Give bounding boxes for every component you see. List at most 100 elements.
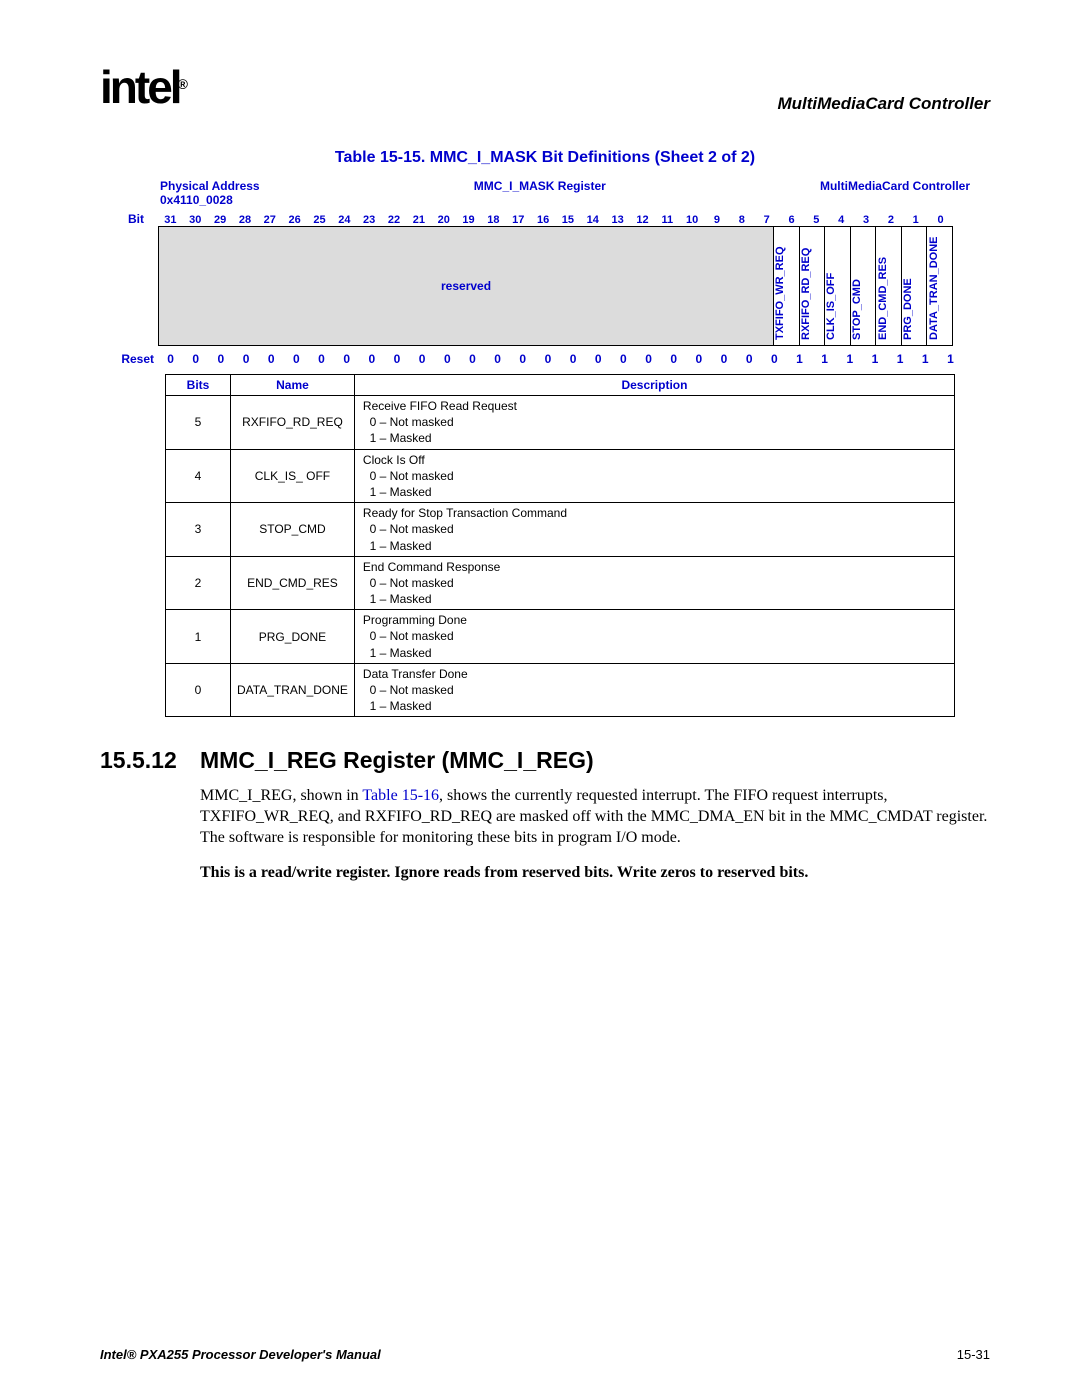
reset-value: 0 (737, 352, 762, 366)
reset-value: 1 (787, 352, 812, 366)
section-title: MMC_I_REG Register (MMC_I_REG) (200, 747, 594, 774)
bit-number: 31 (158, 214, 183, 226)
reserved-label: reserved (441, 279, 491, 293)
bit-number: 2 (878, 214, 903, 226)
reset-value: 1 (938, 352, 963, 366)
named-bit-6: TXFIFO_WR_REQ (774, 226, 800, 346)
addr-label: Physical Address (160, 179, 260, 193)
reset-value: 0 (485, 352, 510, 366)
reset-value: 0 (359, 352, 384, 366)
section-number: 15.5.12 (100, 747, 200, 774)
bit-number: 9 (705, 214, 730, 226)
cell-bit: 5 (166, 396, 231, 450)
table-row: 3STOP_CMDReady for Stop Transaction Comm… (166, 503, 955, 557)
cell-desc: Data Transfer Done 0 – Not masked 1 – Ma… (354, 663, 954, 717)
logo-text: intel (100, 61, 180, 113)
reset-value: 1 (888, 352, 913, 366)
bit-number: 26 (282, 214, 307, 226)
bit-number: 13 (605, 214, 630, 226)
section-heading: 15.5.12 MMC_I_REG Register (MMC_I_REG) (100, 747, 990, 774)
page-header: intel® MultiMediaCard Controller (100, 60, 990, 114)
reset-value: 0 (611, 352, 636, 366)
cell-name: END_CMD_RES (231, 556, 355, 610)
paragraph-2: This is a read/write register. Ignore re… (200, 863, 990, 884)
cell-name: PRG_DONE (231, 610, 355, 664)
table-row: 1PRG_DONEProgramming Done 0 – Not masked… (166, 610, 955, 664)
bit-number: 25 (307, 214, 332, 226)
intel-logo: intel® (100, 60, 187, 114)
bit-number: 30 (183, 214, 208, 226)
cell-bit: 0 (166, 663, 231, 717)
table-row: 5RXFIFO_RD_REQReceive FIFO Read Request … (166, 396, 955, 450)
cell-bit: 4 (166, 449, 231, 503)
table-link[interactable]: Table 15-16 (362, 787, 439, 804)
reset-cells: 00000000000000000000000001111111 (158, 352, 963, 366)
cell-desc: Programming Done 0 – Not masked 1 – Mask… (354, 610, 954, 664)
paragraph-1: MMC_I_REG, shown in Table 15-16, shows t… (200, 786, 990, 848)
cell-desc: Receive FIFO Read Request 0 – Not masked… (354, 396, 954, 450)
reset-value: 0 (309, 352, 334, 366)
bit-number: 12 (630, 214, 655, 226)
bit-number: 1 (903, 214, 928, 226)
cell-name: DATA_TRAN_DONE (231, 663, 355, 717)
reset-value: 0 (435, 352, 460, 366)
reset-value: 0 (183, 352, 208, 366)
reset-value: 0 (711, 352, 736, 366)
cell-name: RXFIFO_RD_REQ (231, 396, 355, 450)
reset-label: Reset (118, 352, 158, 366)
bit-number: 14 (580, 214, 605, 226)
reset-value: 0 (158, 352, 183, 366)
reset-value: 0 (233, 352, 258, 366)
reset-value: 0 (535, 352, 560, 366)
bit-number: 11 (655, 214, 680, 226)
bit-number: 20 (431, 214, 456, 226)
reset-value: 0 (460, 352, 485, 366)
bit-number: 18 (481, 214, 506, 226)
reset-value: 0 (762, 352, 787, 366)
bit-number: 10 (680, 214, 705, 226)
table-row: 2END_CMD_RESEnd Command Response 0 – Not… (166, 556, 955, 610)
page-footer: Intel® PXA255 Processor Developer's Manu… (100, 1347, 990, 1362)
reserved-block: reserved (158, 226, 774, 346)
reset-value: 0 (384, 352, 409, 366)
bit-number: 6 (779, 214, 804, 226)
cell-desc: End Command Response 0 – Not masked 1 – … (354, 556, 954, 610)
bit-number: 24 (332, 214, 357, 226)
cell-bit: 2 (166, 556, 231, 610)
header-section-title: MultiMediaCard Controller (777, 94, 990, 114)
reset-value: 0 (686, 352, 711, 366)
bit-number: 4 (829, 214, 854, 226)
reset-value: 1 (837, 352, 862, 366)
cell-desc: Clock Is Off 0 – Not masked 1 – Masked (354, 449, 954, 503)
col-name: Name (231, 375, 355, 396)
bit-layout-row: reserved TXFIFO_WR_REQ RXFIFO_RD_REQ CLK… (128, 226, 953, 346)
description-table: Bits Name Description 5RXFIFO_RD_REQRece… (165, 374, 955, 717)
cell-bit: 3 (166, 503, 231, 557)
cell-desc: Ready for Stop Transaction Command 0 – N… (354, 503, 954, 557)
bit-label: Bit (128, 212, 158, 226)
addr-value: 0x4110_0028 (160, 193, 233, 207)
registered-mark: ® (178, 76, 185, 92)
physical-address: Physical Address 0x4110_0028 (160, 179, 260, 207)
cell-name: STOP_CMD (231, 503, 355, 557)
table-caption: Table 15-15. MMC_I_MASK Bit Definitions … (100, 149, 990, 167)
named-bit-3: STOP_CMD (851, 226, 877, 346)
named-bit-1: PRG_DONE (902, 226, 928, 346)
bit-number-row: Bit 313029282726252423222120191817161514… (128, 212, 953, 226)
bit-number: 17 (506, 214, 531, 226)
bit-number: 29 (208, 214, 233, 226)
col-bits: Bits (166, 375, 231, 396)
bit-number: 8 (729, 214, 754, 226)
bit-number: 28 (233, 214, 258, 226)
bit-cells: 3130292827262524232221201918171615141312… (158, 214, 953, 226)
reset-row: Reset 00000000000000000000000001111111 (128, 352, 963, 366)
reset-value: 0 (410, 352, 435, 366)
bit-number: 19 (456, 214, 481, 226)
named-bit-0: DATA_TRAN_DONE (927, 226, 953, 346)
footer-manual-title: Intel® PXA255 Processor Developer's Manu… (100, 1347, 381, 1362)
col-desc: Description (354, 375, 954, 396)
controller-name: MultiMediaCard Controller (820, 179, 970, 207)
reset-value: 0 (510, 352, 535, 366)
reset-value: 1 (812, 352, 837, 366)
named-bit-4: CLK_IS_OFF (825, 226, 851, 346)
